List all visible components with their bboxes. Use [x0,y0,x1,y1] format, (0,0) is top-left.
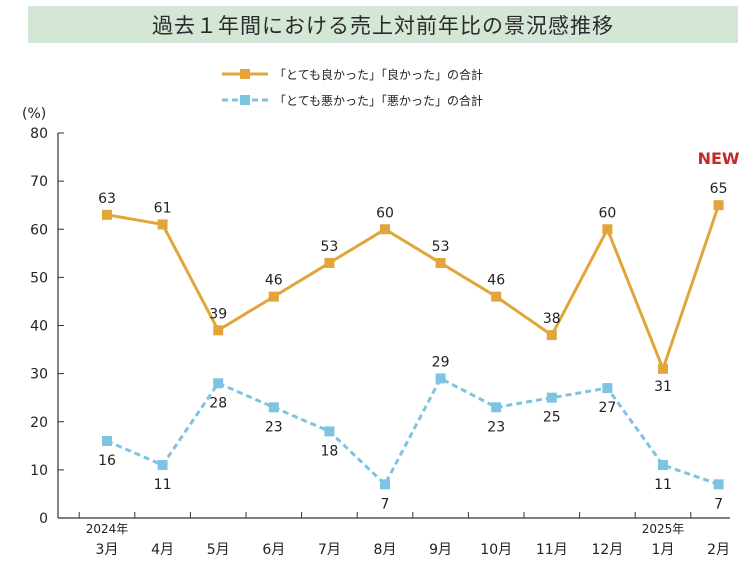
data-point-marker [546,330,557,341]
x-tick-label: 5月 [207,542,230,558]
data-point-marker [157,219,168,230]
series-line-2 [106,376,720,487]
data-point-marker [268,402,279,413]
x-tick-label: 3月 [96,542,119,558]
data-label: 23 [265,419,283,435]
y-tick-label: 80 [30,126,48,142]
data-point-marker [546,392,557,403]
data-label: 39 [209,306,227,322]
data-point-marker [102,209,112,220]
data-label: 46 [265,273,283,289]
data-label: 25 [543,410,561,426]
y-tick-label: 20 [30,415,48,431]
data-label: 11 [654,477,672,493]
data-label: 11 [154,477,172,493]
x-tick-label: 4月 [151,542,174,558]
data-label: 38 [543,311,561,327]
data-point-marker [324,257,335,268]
data-label: 63 [98,191,116,207]
data-label: 61 [154,200,172,216]
data-point-marker [491,291,502,302]
x-tick-label: 1月 [652,542,675,558]
legend-label-1: 「とても良かった」「良かった」の合計 [274,67,483,82]
y-tick-label: 50 [30,270,48,286]
data-label: 53 [432,239,450,255]
data-point-marker [268,291,279,302]
data-point-marker [380,479,390,490]
y-tick-label: 0 [39,511,48,527]
y-tick-label: 60 [30,222,48,238]
data-point-marker [713,479,724,490]
data-label: 60 [376,205,394,221]
y-tick-label: 10 [30,463,48,479]
x-tick-label: 6月 [262,542,285,558]
legend-label-2: 「とても悪かった」「悪かった」の合計 [274,93,483,108]
data-label: 27 [598,400,616,416]
data-point-marker [602,224,613,235]
data-point-marker [602,383,613,394]
data-point-marker [658,363,668,374]
x-tick-label: 10月 [480,542,512,558]
data-label: 29 [432,354,450,370]
y-tick-label: 40 [30,319,48,335]
data-point-marker [157,460,168,471]
data-label: 53 [320,239,338,255]
data-label: 18 [320,443,338,459]
data-point-marker [213,325,224,336]
y-axis-unit: (%) [22,106,46,122]
y-tick-label: 30 [30,367,48,383]
data-point-marker [213,378,224,389]
data-label: 7 [714,496,723,512]
data-point-marker [435,257,446,268]
legend-marker-2 [240,95,250,105]
x-tick-label: 8月 [374,542,397,558]
x-tick-label: 2月 [707,542,730,558]
new-badge: NEW [698,149,740,168]
year-label: 2025年 [642,522,685,536]
data-label: 60 [598,205,616,221]
x-tick-label: 11月 [536,542,568,558]
series-line-1 [106,204,721,374]
data-label: 16 [98,453,116,469]
data-point-marker [658,460,668,471]
data-point-marker [102,436,112,446]
x-tick-label: 12月 [591,542,623,558]
data-point-marker [713,200,724,211]
x-tick-label: 7月 [318,542,341,558]
x-tick-label: 9月 [429,542,452,558]
data-label: 65 [710,181,728,197]
data-point-marker [324,426,335,437]
data-point-marker [491,402,502,413]
data-label: 31 [654,379,672,395]
year-label: 2024年 [86,522,129,536]
data-point-marker [435,373,446,384]
data-label: 46 [487,273,505,289]
data-point-marker [380,224,390,235]
chart-title: 過去１年間における売上対前年比の景況感推移 [152,13,614,38]
data-label: 7 [381,496,390,512]
chart-title-banner: 過去１年間における売上対前年比の景況感推移 [28,6,738,43]
data-label: 28 [209,395,227,411]
y-tick-label: 70 [30,174,48,190]
data-label: 23 [487,419,505,435]
legend-marker-1 [240,69,250,79]
